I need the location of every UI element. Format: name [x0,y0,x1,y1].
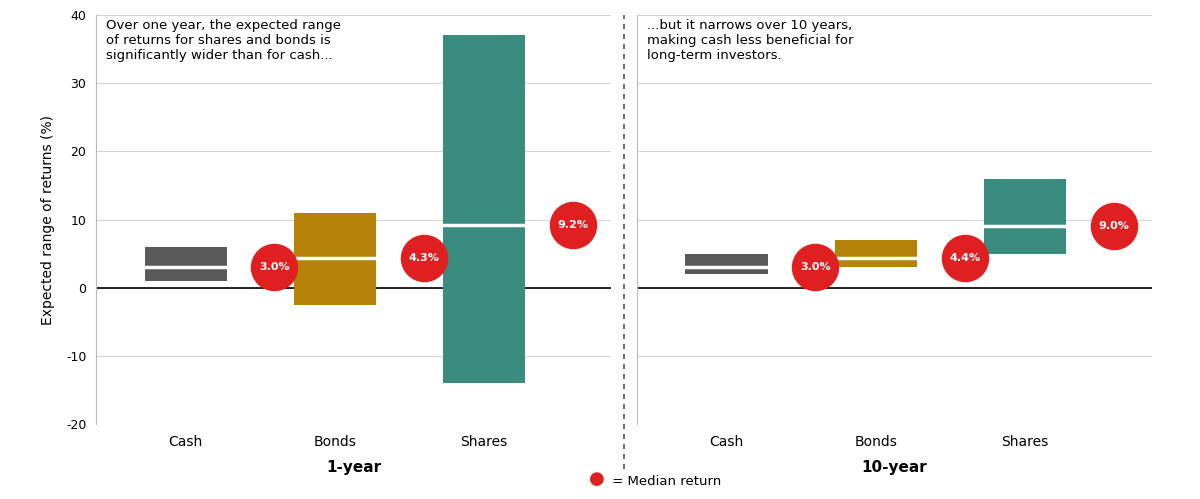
Point [265,263,284,271]
Point [1104,223,1123,231]
Point [955,254,974,262]
Text: ...but it narrows over 10 years,
making cash less beneficial for
long-term inves: ...but it narrows over 10 years, making … [647,19,853,62]
Point [414,254,433,262]
Text: 4.4%: 4.4% [949,253,980,263]
Text: ●: ● [588,470,605,488]
Text: 4.3%: 4.3% [408,253,439,263]
Y-axis label: Expected range of returns (%): Expected range of returns (%) [41,115,55,324]
X-axis label: 10-year: 10-year [862,460,928,475]
Text: 9.0%: 9.0% [1098,222,1129,232]
Text: = Median return: = Median return [608,475,721,488]
Bar [835,240,917,267]
Point [564,221,583,229]
X-axis label: 1-year: 1-year [326,460,382,475]
Text: 9.2%: 9.2% [558,220,588,230]
Text: 3.0%: 3.0% [800,262,830,272]
Bar [144,247,227,281]
Bar [443,35,526,383]
Bar [294,213,376,305]
Bar [685,253,768,274]
Point [805,263,824,271]
Bar [984,179,1066,253]
Text: Over one year, the expected range
of returns for shares and bonds is
significant: Over one year, the expected range of ret… [107,19,341,62]
Text: 3.0%: 3.0% [259,262,289,272]
